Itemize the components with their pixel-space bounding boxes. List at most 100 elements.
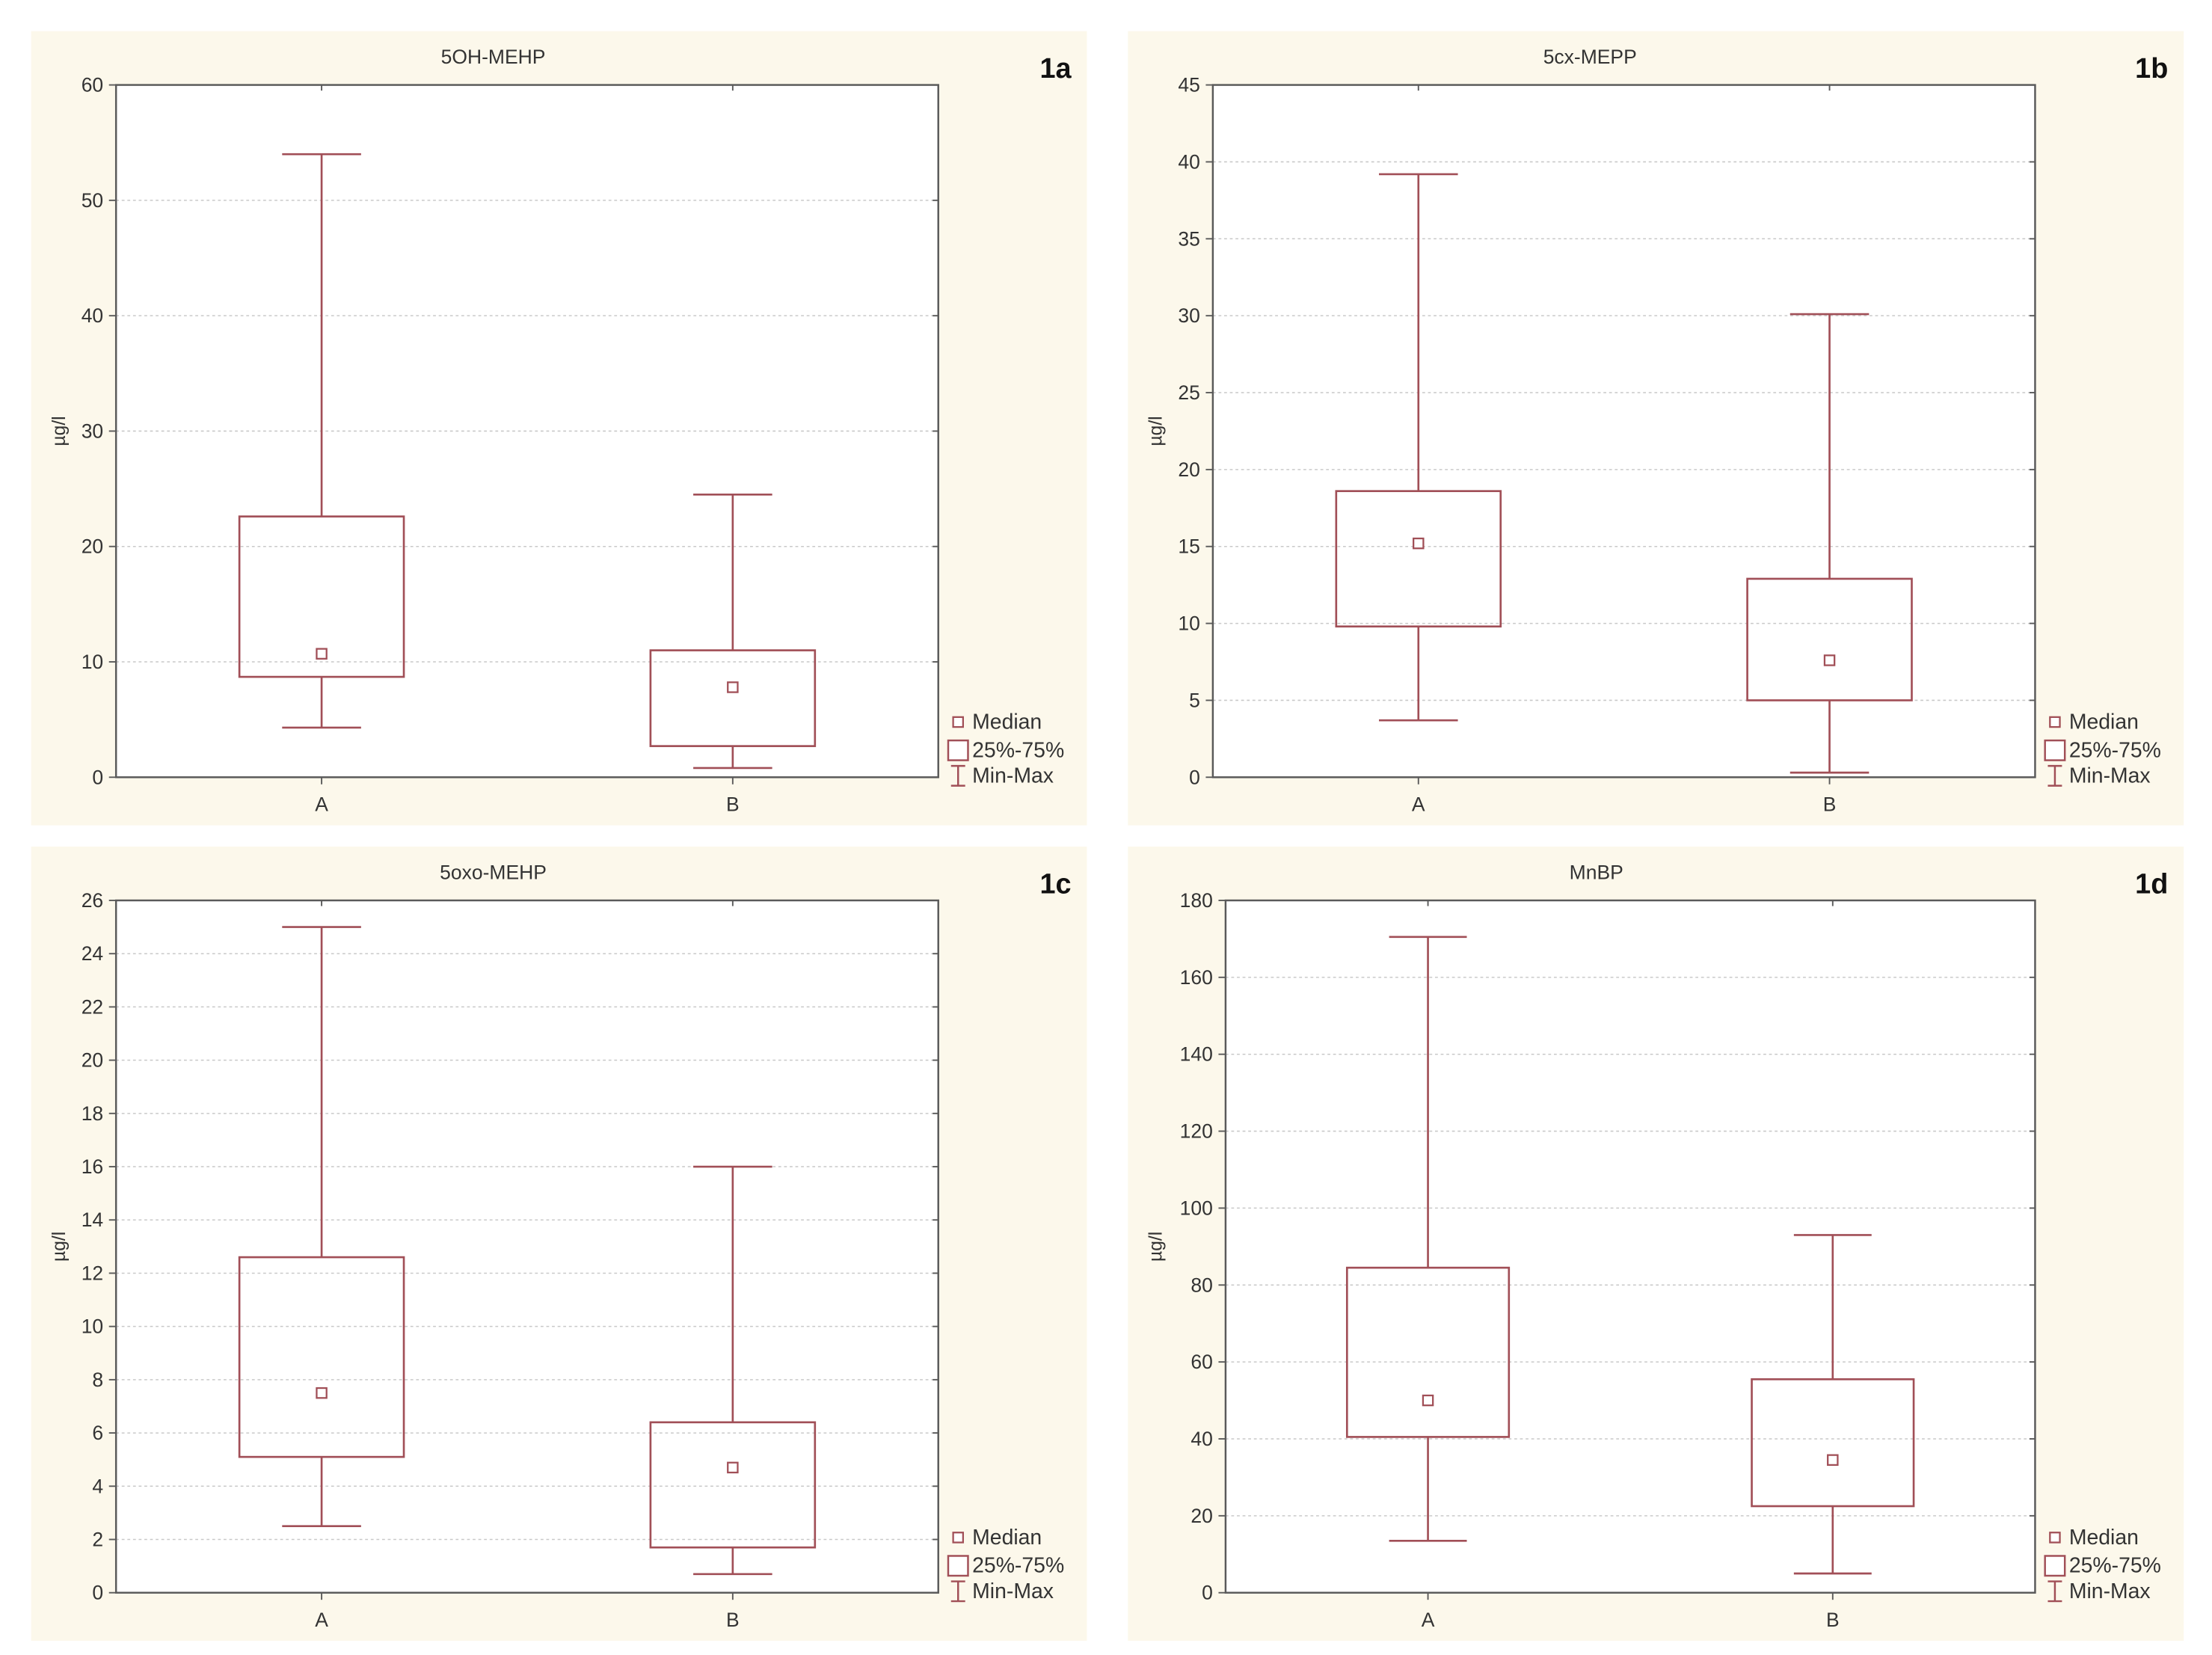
median-marker — [316, 1387, 328, 1399]
panel-label: 1c — [1040, 869, 1072, 900]
legend-median-icon — [2049, 716, 2061, 728]
x-category-label: B — [1823, 793, 1837, 816]
chart-title: 5OH-MEHP — [441, 46, 546, 68]
iqr-box — [649, 649, 817, 747]
legend-entry-label: Median — [972, 710, 1042, 734]
iqr-box — [238, 1256, 405, 1458]
x-category-label: B — [726, 1609, 740, 1631]
y-axis-label: µg/l — [1146, 1232, 1167, 1262]
legend-entry-label: 25%-75% — [972, 1554, 1064, 1578]
y-tick-label: 12 — [82, 1262, 103, 1284]
chart-title: 5cx-MEPP — [1543, 46, 1637, 68]
x-category-label: A — [1422, 1609, 1435, 1631]
y-tick-label: 140 — [1180, 1043, 1213, 1066]
y-tick-label: 180 — [1180, 889, 1213, 912]
iqr-box — [1746, 577, 1913, 701]
y-tick-label: 0 — [1202, 1582, 1213, 1604]
y-tick-label: 30 — [1178, 304, 1199, 327]
chart-title: MnBP — [1570, 862, 1623, 884]
legend: Median 25%-75%Min-Max — [947, 710, 1064, 787]
chart-panel-1d: 0 20 40 60 80 100 120 140 160 180 A B MnBP 1d µg/l Medi… — [1128, 847, 2184, 1642]
median-marker — [1827, 1454, 1839, 1467]
y-tick-label: 22 — [82, 995, 103, 1018]
y-tick-label: 18 — [82, 1102, 103, 1125]
y-tick-label: 30 — [82, 420, 103, 442]
legend-entry-label: Min-Max — [972, 1579, 1054, 1603]
y-tick-label: 20 — [82, 535, 103, 558]
legend: Median 25%-75%Min-Max — [947, 1526, 1064, 1603]
y-tick-label: 2 — [92, 1528, 103, 1550]
y-tick-label: 50 — [82, 189, 103, 212]
y-axis-label: µg/l — [49, 416, 70, 446]
x-category-label: A — [315, 793, 328, 816]
y-tick-label: 10 — [82, 1315, 103, 1338]
chart-panel-1b: 0 5 10 15 20 25 30 35 40 45 A B 5cx-MEPP 1b µg/l Median… — [1128, 31, 2184, 826]
y-tick-label: 4 — [92, 1475, 103, 1497]
legend-median-icon — [952, 716, 964, 728]
legend-entry-label: Min-Max — [2069, 1579, 2151, 1603]
legend-entry-label: Min-Max — [972, 764, 1054, 787]
iqr-box — [238, 515, 405, 678]
y-tick-label: 10 — [82, 651, 103, 673]
y-tick-label: 20 — [1191, 1505, 1212, 1527]
iqr-box — [1751, 1378, 1915, 1508]
plot-frame — [114, 899, 939, 1594]
legend-entry-label: Median — [2069, 710, 2139, 734]
x-category-label: B — [1826, 1609, 1840, 1631]
x-category-label: A — [315, 1609, 328, 1631]
plot-area — [1225, 900, 2036, 1593]
y-tick-label: 45 — [1178, 74, 1199, 96]
y-tick-label: 120 — [1180, 1120, 1213, 1143]
plot-area — [116, 900, 938, 1593]
legend-box-icon — [2044, 739, 2066, 761]
y-tick-label: 0 — [92, 1582, 103, 1604]
iqr-box — [1345, 1266, 1511, 1438]
y-tick-label: 10 — [1178, 612, 1199, 635]
legend-entry-label: Median — [2069, 1526, 2139, 1550]
x-category-label: B — [726, 793, 740, 816]
y-tick-label: 60 — [1191, 1351, 1212, 1373]
plot-frame — [1211, 84, 2036, 779]
chart-panel-1a: 0 10 20 30 40 50 60 A B 5OH-MEHP 1a µg/l Median 25%-7… — [31, 31, 1087, 826]
y-axis-label: µg/l — [1146, 416, 1167, 446]
y-tick-label: 8 — [92, 1369, 103, 1391]
legend-entry-label: 25%-75% — [972, 738, 1064, 762]
y-tick-label: 40 — [1178, 150, 1199, 173]
y-tick-label: 14 — [82, 1209, 103, 1231]
legend-entry-label: Min-Max — [2069, 764, 2151, 787]
iqr-box — [649, 1421, 817, 1549]
y-axis-label: µg/l — [49, 1232, 70, 1262]
plot-frame — [1224, 899, 2036, 1594]
x-category-label: A — [1412, 793, 1425, 816]
y-tick-label: 60 — [82, 74, 103, 96]
y-tick-label: 6 — [92, 1422, 103, 1444]
y-tick-label: 0 — [1189, 766, 1200, 788]
panel-label: 1a — [1040, 53, 1072, 85]
legend-box-icon — [2044, 1555, 2066, 1577]
y-tick-label: 26 — [82, 889, 103, 912]
panel-label: 1b — [2135, 53, 2168, 85]
y-tick-label: 20 — [82, 1049, 103, 1072]
legend: Median 25%-75%Min-Max — [2044, 710, 2161, 787]
y-tick-label: 0 — [92, 766, 103, 788]
legend-entry-label: 25%-75% — [2069, 738, 2161, 762]
legend-median-icon — [952, 1532, 964, 1544]
iqr-box — [1335, 490, 1502, 628]
panel-label: 1d — [2135, 869, 2168, 900]
y-tick-label: 20 — [1178, 458, 1199, 481]
median-marker — [1422, 1394, 1434, 1407]
y-tick-label: 25 — [1178, 381, 1199, 404]
y-tick-label: 100 — [1180, 1197, 1213, 1219]
y-tick-label: 40 — [1191, 1428, 1212, 1450]
chart-title: 5oxo-MEHP — [440, 862, 547, 884]
y-tick-label: 15 — [1178, 535, 1199, 558]
y-tick-label: 80 — [1191, 1274, 1212, 1296]
median-marker — [727, 1461, 739, 1474]
legend-entry-label: Median — [972, 1526, 1042, 1550]
plot-area — [1212, 85, 2036, 778]
y-tick-label: 5 — [1189, 689, 1200, 711]
median-marker — [1823, 654, 1836, 666]
y-tick-label: 40 — [82, 304, 103, 327]
